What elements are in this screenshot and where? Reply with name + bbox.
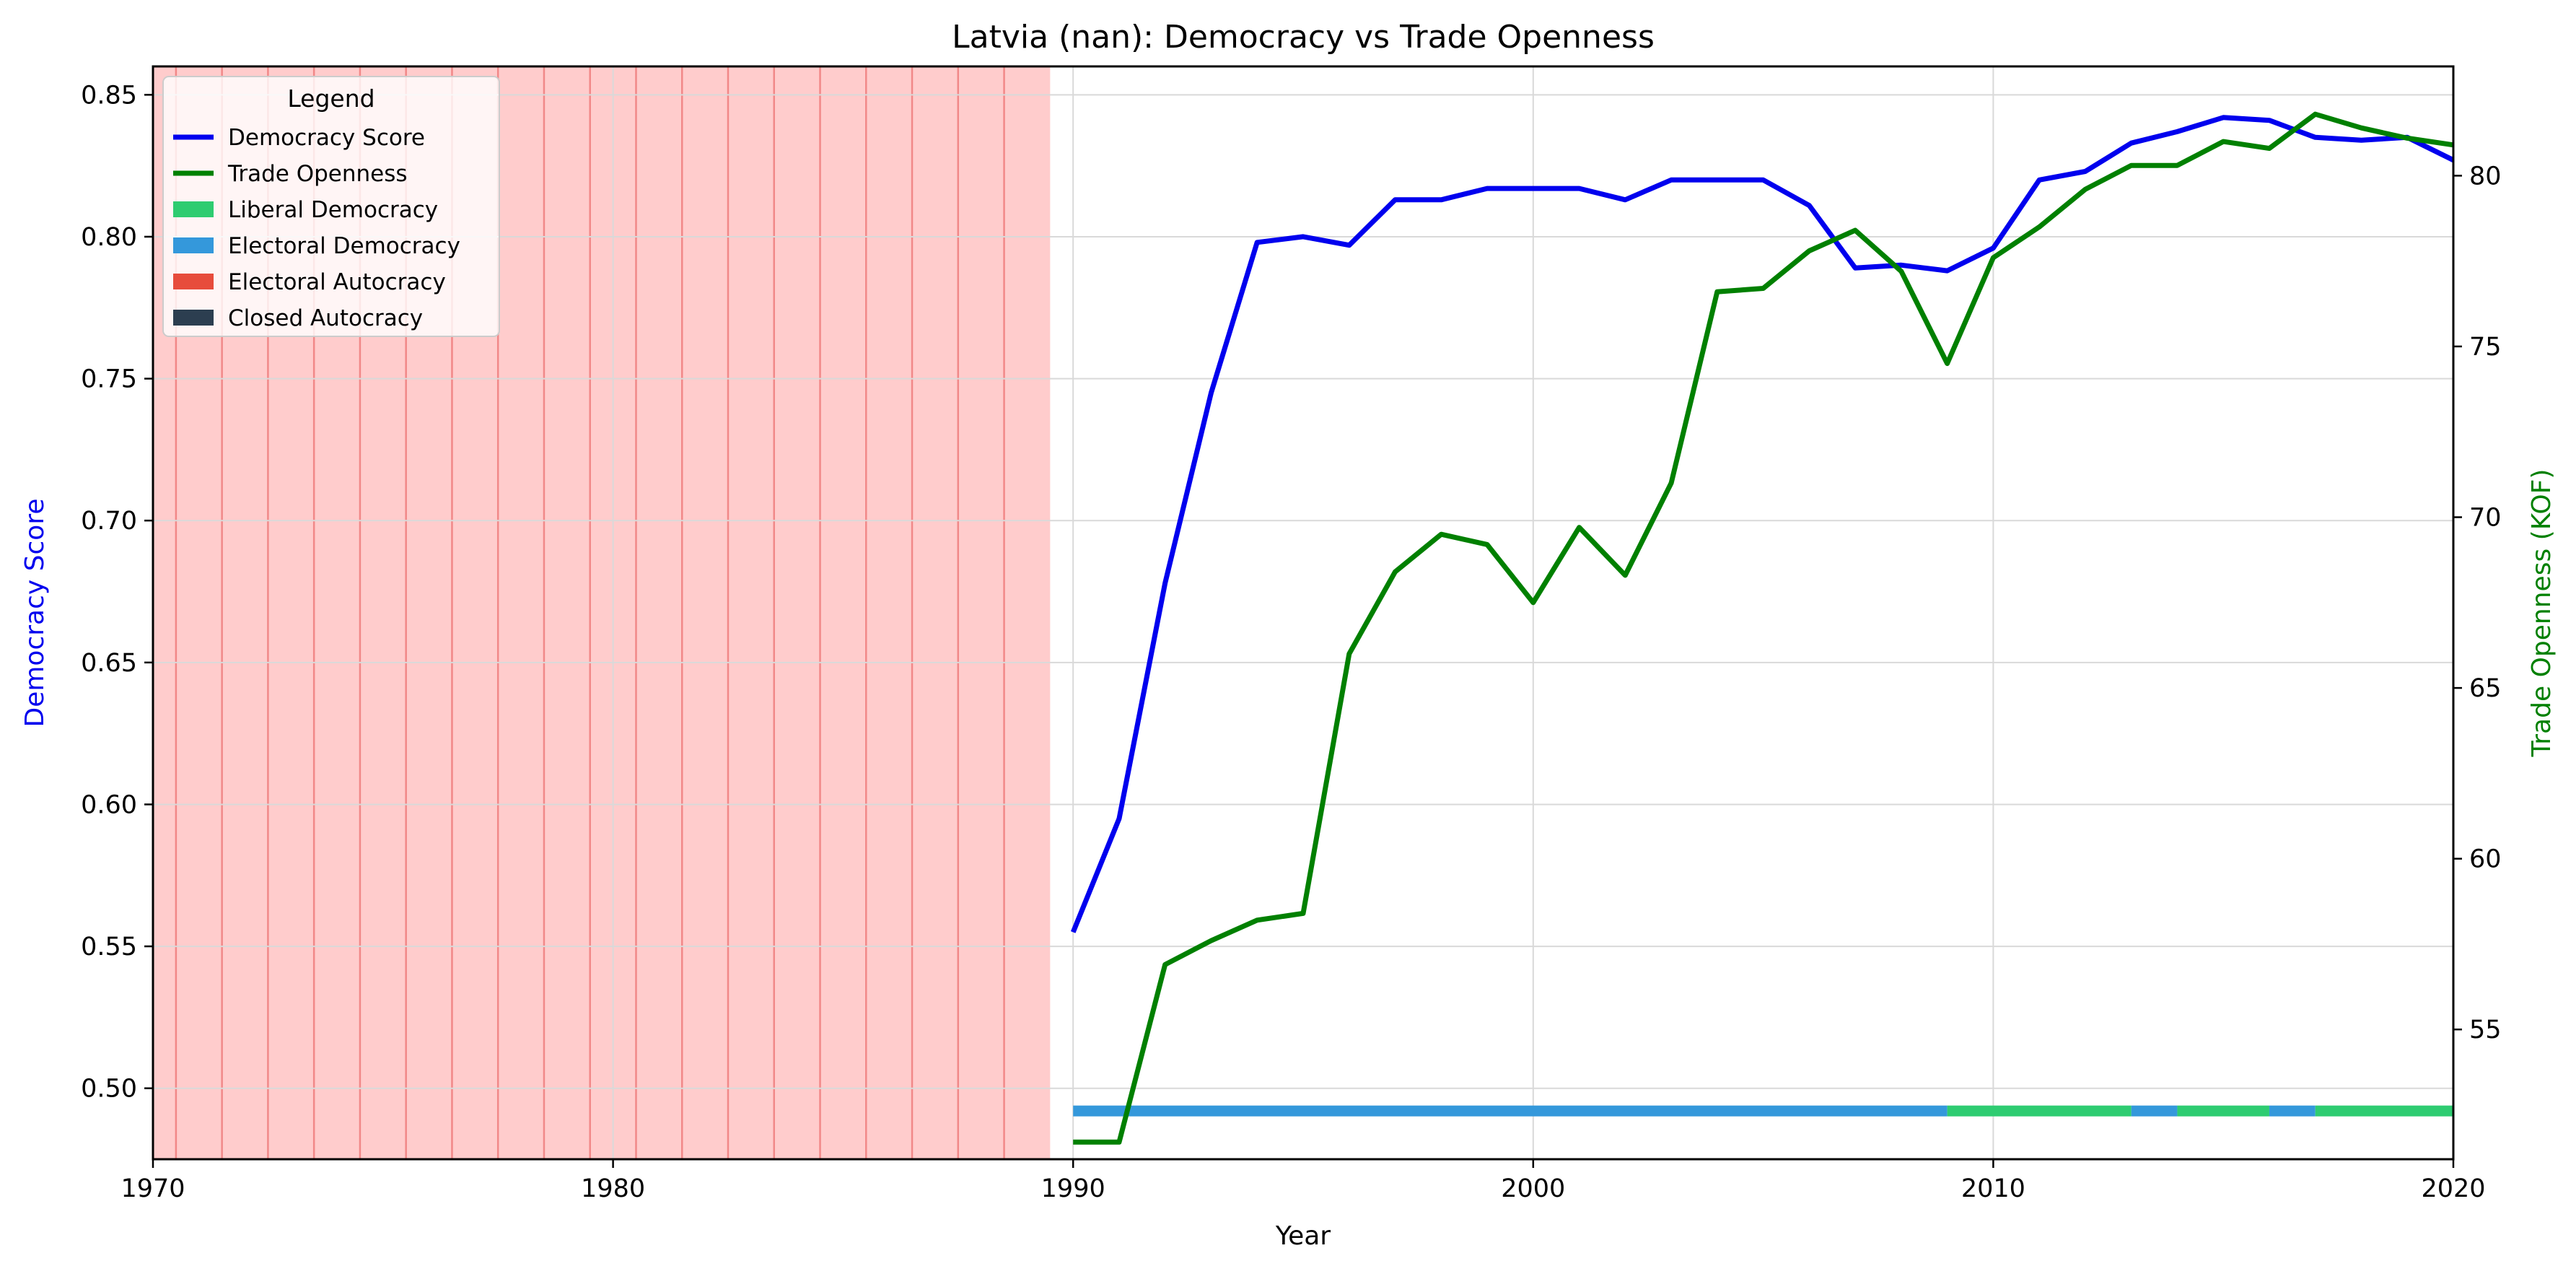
y-left-tick-label: 0.65 bbox=[81, 649, 137, 678]
series-line-trade-openness bbox=[1073, 111, 2454, 1145]
legend-entry-label: Liberal Democracy bbox=[228, 197, 438, 223]
y-left-tick-label: 0.80 bbox=[81, 223, 137, 252]
legend-title: Legend bbox=[287, 84, 374, 113]
legend-patch-swatch bbox=[173, 201, 214, 217]
x-axis-label: Year bbox=[1275, 1221, 1331, 1251]
series-line-democracy-score bbox=[1070, 115, 2455, 933]
y-left-tick-label: 0.85 bbox=[81, 81, 137, 110]
x-tick-label: 1980 bbox=[581, 1174, 645, 1203]
x-tick-label: 1970 bbox=[121, 1174, 185, 1203]
y-right-tick-label: 55 bbox=[2469, 1016, 2502, 1044]
legend-entry-label: Trade Openness bbox=[227, 161, 408, 187]
y-right-tick-label: 80 bbox=[2469, 162, 2502, 191]
axes-frame bbox=[152, 65, 2455, 1161]
y-left-tick-label: 0.50 bbox=[81, 1075, 137, 1104]
y-right-tick-label: 60 bbox=[2469, 845, 2502, 874]
y-left-tick-label: 0.75 bbox=[81, 365, 137, 394]
legend-box bbox=[162, 76, 500, 337]
legend-entry-label: Electoral Democracy bbox=[228, 233, 460, 259]
y-right-tick-label: 75 bbox=[2469, 333, 2502, 362]
y-right-tick-label: 65 bbox=[2469, 674, 2502, 703]
y-axis-right-label: Trade Openness (KOF) bbox=[2527, 469, 2557, 758]
y-left-tick-label: 0.55 bbox=[81, 933, 137, 961]
legend-entry-label: Closed Autocracy bbox=[228, 305, 423, 331]
y-left-tick-label: 0.70 bbox=[81, 507, 137, 536]
x-tick-label: 1990 bbox=[1041, 1174, 1105, 1203]
x-tick-label: 2010 bbox=[1961, 1174, 2025, 1203]
x-tick-label: 2000 bbox=[1501, 1174, 1565, 1203]
legend: Legend Democracy Score Trade Openness Liber… bbox=[162, 76, 500, 337]
legend-patch-swatch bbox=[173, 310, 214, 326]
legend-entry-label: Electoral Autocracy bbox=[228, 269, 446, 295]
legend-entry-label: Democracy Score bbox=[228, 125, 425, 151]
legend-patch-swatch bbox=[173, 274, 214, 289]
y-left-tick-label: 0.60 bbox=[81, 790, 137, 819]
y-axis-left-label: Democracy Score bbox=[20, 499, 50, 728]
chart-title: Latvia (nan): Democracy vs Trade Opennes… bbox=[952, 19, 1655, 56]
y-right-tick-label: 70 bbox=[2469, 504, 2502, 533]
legend-patch-swatch bbox=[173, 237, 214, 253]
series-group bbox=[1070, 111, 2455, 1145]
x-tick-label: 2020 bbox=[2421, 1174, 2485, 1203]
tick-group: 1970 1980 1990 2000 2010 2020 0.50 0.55 0.60 0.65… bbox=[81, 81, 2501, 1203]
